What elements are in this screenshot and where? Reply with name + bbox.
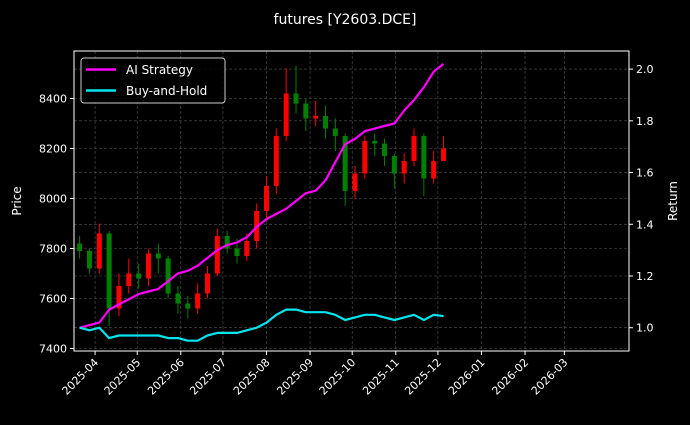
candle-body — [106, 233, 112, 309]
y-tick-label-left: 7600 — [39, 293, 67, 306]
chart-title: futures [Y2603.DCE] — [274, 12, 417, 28]
candle-body — [303, 103, 309, 119]
candle-body — [145, 253, 151, 279]
candle-body — [352, 173, 358, 191]
y-axis-left: 7400 7600 7800 8000 8200 8400 — [39, 93, 74, 356]
candle-body — [175, 293, 181, 304]
x-tick-label: 2026-02 — [489, 356, 531, 398]
x-tick-label: 2025-10 — [317, 356, 359, 398]
candle-body — [185, 303, 191, 309]
y-tick-label-right: 1.8 — [636, 115, 654, 128]
legend: AI Strategy Buy-and-Hold — [80, 57, 226, 104]
legend-label-ai-strategy: AI Strategy — [126, 63, 193, 77]
x-axis: 2025-04 2025-05 2025-06 2025-07 2025-08 2025-… — [60, 351, 571, 398]
y-tick-label-right: 2.0 — [636, 63, 654, 76]
buy-and-hold-line — [79, 308, 444, 342]
candle-body — [313, 116, 319, 119]
candle-body — [86, 251, 92, 269]
candlesticks — [77, 66, 447, 326]
y-tick-label-left: 8400 — [39, 93, 67, 106]
y-tick-label-right: 1.0 — [636, 322, 654, 335]
candle-body — [224, 236, 230, 249]
candle-body — [401, 161, 407, 174]
y-label-left: Price — [10, 186, 24, 215]
candle-body — [441, 148, 447, 161]
x-tick-label: 2025-07 — [187, 356, 229, 398]
candle-body — [165, 258, 171, 294]
y-tick-label-right: 1.6 — [636, 167, 654, 180]
x-tick-label: 2026-01 — [446, 356, 488, 398]
candle-body — [332, 128, 338, 136]
y-tick-label-left: 7400 — [39, 343, 67, 356]
candle-body — [116, 286, 122, 309]
candle-body — [421, 136, 427, 179]
y-tick-label-right: 1.4 — [636, 218, 654, 231]
candle-body — [323, 116, 329, 129]
y-tick-label-left: 8000 — [39, 193, 67, 206]
candle-body — [391, 156, 397, 174]
x-tick-label: 2026-03 — [529, 356, 571, 398]
candle-body — [411, 136, 417, 161]
candle-body — [263, 186, 269, 211]
candle-body — [136, 273, 142, 279]
plot-frame — [73, 50, 630, 352]
candle-body — [214, 236, 220, 274]
candle-body — [342, 136, 348, 191]
candle-body — [77, 243, 83, 251]
ai-strategy-line — [79, 63, 445, 329]
y-label-right: Return — [666, 181, 680, 221]
legend-box — [80, 57, 226, 104]
candle-body — [431, 161, 437, 179]
candle-body — [382, 143, 388, 156]
candle-body — [372, 141, 378, 144]
candle-body — [195, 293, 201, 309]
grid — [74, 51, 629, 351]
x-tick-label: 2025-04 — [60, 356, 102, 398]
y-tick-label-left: 7800 — [39, 243, 67, 256]
x-tick-label: 2025-09 — [274, 356, 316, 398]
candle-body — [204, 273, 210, 294]
x-tick-label: 2025-05 — [102, 356, 144, 398]
candle-body — [234, 248, 240, 256]
x-tick-label: 2025-06 — [145, 356, 187, 398]
y-tick-label-right: 1.2 — [636, 270, 654, 283]
x-tick-label: 2025-12 — [402, 356, 444, 398]
candle-body — [155, 253, 161, 259]
x-tick-label: 2025-08 — [231, 356, 273, 398]
candle-body — [362, 141, 368, 174]
candle-body — [126, 273, 132, 286]
candle-body — [96, 233, 102, 269]
return-lines — [79, 63, 445, 342]
legend-label-buy-and-hold: Buy-and-Hold — [126, 84, 207, 98]
candle-body — [293, 93, 299, 104]
x-tick-label: 2025-11 — [360, 356, 402, 398]
candle-body — [273, 136, 279, 186]
y-axis-right: 1.0 1.2 1.4 1.6 1.8 2.0 — [629, 63, 654, 335]
y-tick-label-left: 8200 — [39, 143, 67, 156]
candle-body — [244, 241, 250, 256]
candle-body — [283, 93, 289, 136]
